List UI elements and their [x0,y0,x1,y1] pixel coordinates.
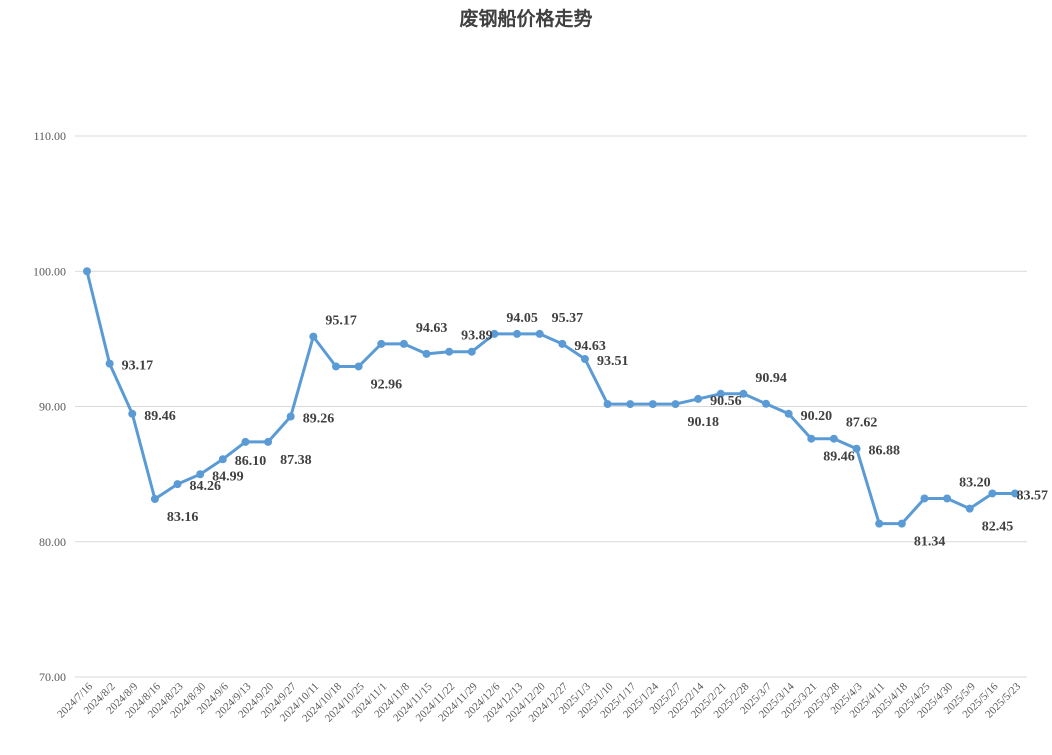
data-point [988,489,997,498]
data-point [943,494,952,503]
data-point [105,359,114,368]
data-label: 89.26 [303,412,335,427]
y-tick-label: 110.00 [33,129,66,143]
data-label: 81.34 [914,535,946,550]
data-point [218,455,227,464]
data-label: 93.17 [122,359,154,374]
data-point [897,519,906,528]
y-tick-label: 100.00 [33,264,66,278]
y-tick-label: 90.00 [39,400,66,414]
data-point [150,495,159,504]
data-point [671,400,680,409]
data-point [513,329,522,338]
data-point [399,339,408,348]
data-label: 92.96 [371,377,403,392]
data-point [580,355,589,364]
data-label: 95.37 [552,311,584,326]
data-label: 90.20 [801,409,833,424]
data-label: 83.16 [167,510,199,525]
data-point [331,362,340,371]
data-label: 87.62 [846,416,878,431]
data-point [920,494,929,503]
data-label: 83.20 [959,475,991,490]
data-point [694,394,703,403]
data-label: 93.51 [597,354,629,369]
data-label: 87.38 [280,453,312,468]
data-point [422,349,431,358]
data-point [535,329,544,338]
data-point [173,480,182,489]
data-point [309,332,318,341]
data-label: 94.63 [416,321,448,336]
data-point [762,399,771,408]
data-label: 86.10 [235,454,267,469]
data-point [875,519,884,528]
x-axis-ticks: 2024/7/162024/8/22024/8/92024/8/162024/8… [55,680,1023,724]
data-label: 89.46 [144,409,176,424]
data-point [1011,489,1019,498]
data-point [286,412,295,421]
data-point [445,347,454,356]
data-point [264,437,273,446]
data-label: 89.46 [823,450,855,465]
data-point [807,434,816,443]
data-label: 84.99 [212,469,244,484]
data-point [83,267,91,276]
data-point [739,389,748,398]
y-axis-ticks: 70.00 80.00 90.00 100.00 110.00 [33,129,66,684]
data-label: 86.88 [869,444,901,459]
data-point [829,434,838,443]
chart-title: 废钢船价格走势 [459,8,593,30]
data-label: 90.56 [710,394,742,409]
series-line [85,269,1017,526]
data-label: 90.18 [687,415,719,430]
data-point [558,339,567,348]
data-label: 94.05 [506,311,538,326]
data-label: 95.17 [325,314,357,329]
data-point [965,504,974,513]
data-point [626,400,635,409]
data-label: 93.89 [461,329,493,344]
data-label: 84.26 [190,479,222,494]
data-point [377,339,386,348]
data-point [716,389,725,398]
data-point [354,362,363,371]
data-label: 90.94 [755,371,787,386]
y-tick-label: 80.00 [39,535,66,549]
series [83,267,1019,528]
data-point [852,444,861,453]
gridlines [75,135,1027,678]
data-point [784,409,793,418]
data-point [648,400,657,409]
data-label: 83.57 [1017,488,1049,503]
data-label: 82.45 [982,520,1014,535]
data-point [490,329,499,338]
data-point [241,437,250,446]
data-point [603,400,612,409]
data-point [128,409,137,418]
y-tick-label: 70.00 [39,670,66,684]
data-point [196,470,205,479]
data-label: 94.63 [574,339,606,354]
data-point [467,347,476,356]
